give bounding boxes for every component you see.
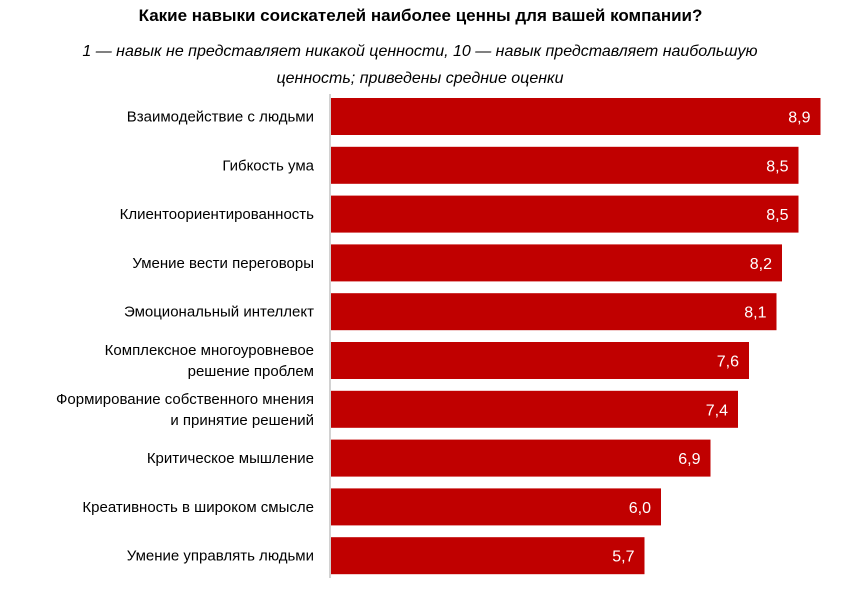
- bar: [331, 293, 777, 331]
- category-label: Комплексное многоуровневое решение пробле…: [105, 342, 314, 380]
- category-label: Формирование собственного мнения и принят…: [56, 391, 314, 429]
- bar: [331, 537, 645, 575]
- bar-value-label: 8,9: [788, 110, 810, 127]
- bar-value-label: 6,0: [629, 500, 651, 517]
- bars-group: 8,9 Взаимодействие с людьми 8,5 Гибкость ум…: [56, 98, 821, 575]
- bar: [331, 146, 799, 184]
- bar: [331, 244, 782, 282]
- category-label: Умение управлять людьми: [127, 548, 314, 565]
- bar-value-label: 8,2: [750, 256, 772, 273]
- bar-value-label: 7,4: [706, 402, 728, 419]
- bar-value-label: 5,7: [612, 549, 634, 566]
- category-label: Креативность в широком смысле: [82, 499, 314, 516]
- category-label: Критическое мышление: [147, 450, 314, 467]
- bar: [331, 98, 821, 135]
- bar: [331, 439, 711, 477]
- bar-value-label: 6,9: [678, 451, 700, 468]
- bar: [331, 488, 661, 526]
- bar: [331, 195, 799, 233]
- chart-title: Какие навыки соискателей наиболее ценны …: [138, 6, 703, 25]
- bar-value-label: 8,5: [766, 158, 788, 175]
- bar-value-label: 8,5: [766, 207, 788, 224]
- category-label: Эмоциональный интеллект: [124, 304, 314, 321]
- category-label: Взаимодействие с людьми: [127, 109, 314, 126]
- bar: [331, 390, 738, 428]
- category-label: Гибкость ума: [222, 157, 314, 174]
- bar: [331, 342, 749, 379]
- chart-subtitle: 1 — навык не представляет никакой ценнос…: [82, 43, 758, 87]
- bar-value-label: 8,1: [744, 305, 766, 322]
- bar-value-label: 7,6: [717, 354, 739, 371]
- category-label: Клиентоориентированность: [120, 206, 315, 223]
- category-label: Умение вести переговоры: [132, 255, 314, 272]
